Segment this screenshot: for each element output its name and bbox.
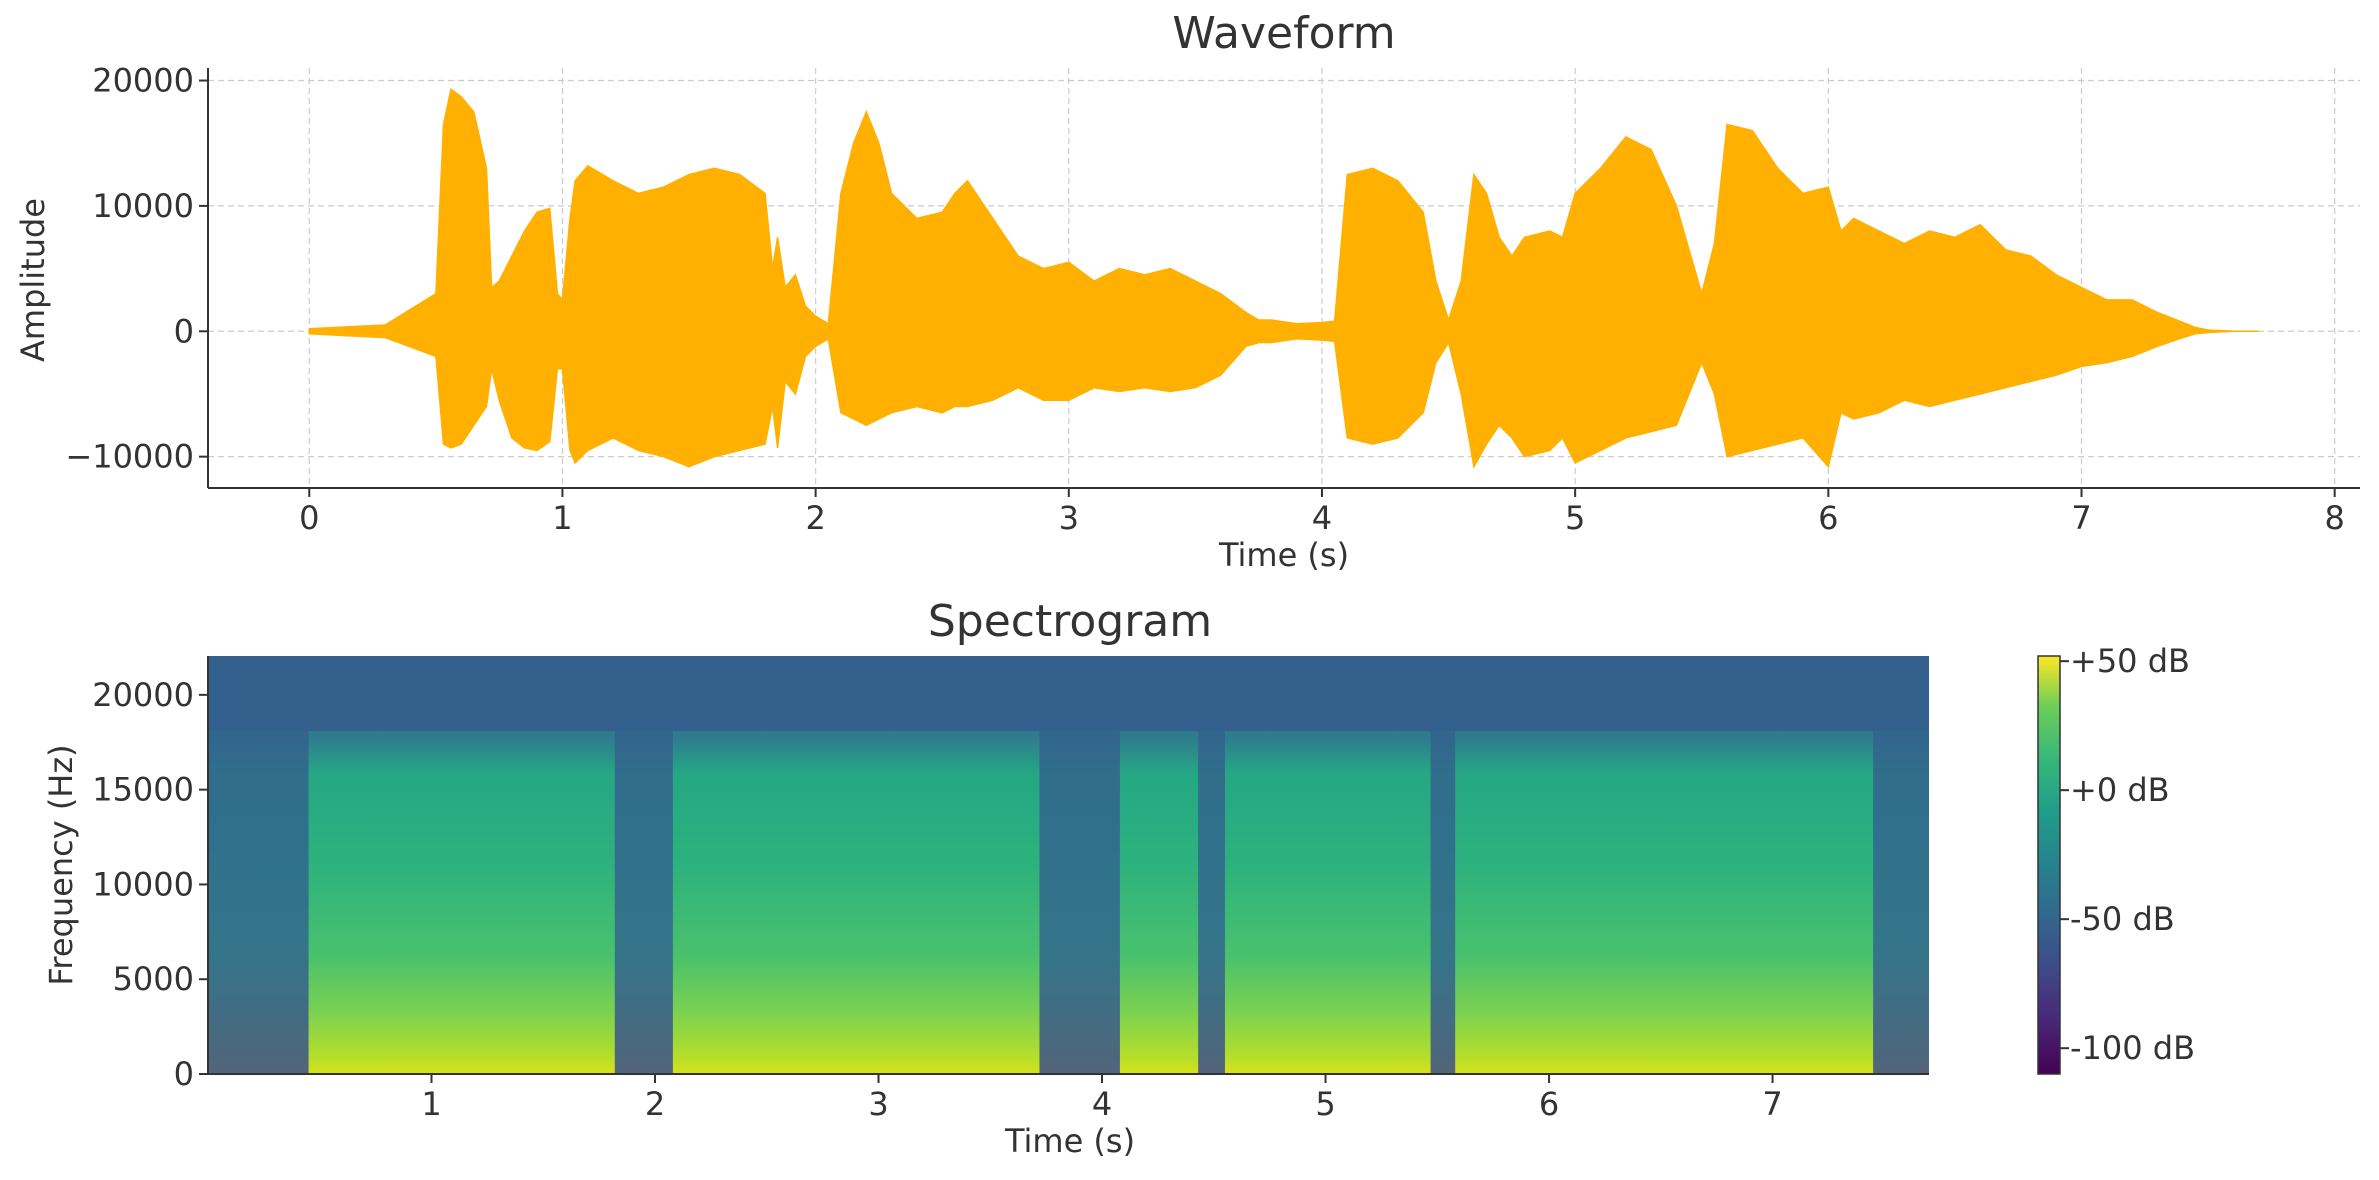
- waveform-y-axis-label: Amplitude: [14, 198, 52, 362]
- waveform-title: Waveform: [1172, 8, 1395, 59]
- waveform-x-tick-label: 2: [805, 499, 825, 537]
- spectrogram-x-tick-label: 1: [421, 1085, 441, 1123]
- spectrogram-title: Spectrogram: [928, 596, 1212, 647]
- spectrogram-y-tick-label: 0: [174, 1055, 194, 1093]
- waveform-y-ticks: −10000 0 10000 20000: [65, 62, 208, 476]
- spectrogram-x-tick-label: 4: [1092, 1085, 1112, 1123]
- waveform-x-tick-label: 7: [2071, 499, 2091, 537]
- spectrogram-y-tick-label: 15000: [92, 771, 194, 809]
- waveform-x-tick-label: 5: [1565, 499, 1585, 537]
- waveform-x-tick-label: 6: [1818, 499, 1838, 537]
- spectrogram-y-tick-label: 20000: [92, 676, 194, 714]
- waveform-x-axis-label: Time (s): [1218, 536, 1349, 574]
- waveform-y-tick-label: −10000: [65, 438, 194, 476]
- waveform-y-tick-label: 20000: [92, 62, 194, 100]
- spectrogram-y-tick-label: 10000: [92, 865, 194, 903]
- waveform-x-ticks: 0 1 2 3 4 5 6 7 8: [299, 488, 2345, 537]
- colorbar-tick-label: +50 dB: [2070, 642, 2190, 680]
- waveform-x-tick-label: 8: [2325, 499, 2345, 537]
- waveform-x-tick-label: 1: [552, 499, 572, 537]
- waveform-x-tick-label: 3: [1059, 499, 1079, 537]
- colorbar-tick-label: -100 dB: [2070, 1029, 2195, 1067]
- waveform-y-tick-label: 10000: [92, 187, 194, 225]
- spectrogram-y-ticks: 0 5000 10000 15000 20000: [92, 676, 208, 1093]
- waveform-x-tick-label: 4: [1312, 499, 1332, 537]
- spectrogram-x-ticks: 1 2 3 4 5 6 7: [421, 1074, 1783, 1123]
- colorbar-ticks: +50 dB +0 dB -50 dB -100 dB: [2060, 642, 2195, 1067]
- spectrogram-y-tick-label: 5000: [113, 960, 194, 998]
- colorbar: [2037, 655, 2061, 1075]
- spectrogram-top-band: [208, 656, 1929, 731]
- spectrogram-panel: Spectrogram 1 2 3 4 5 6 7 0 5000 10000 15000 20000…: [42, 596, 2195, 1160]
- spectrogram-x-axis-label: Time (s): [1004, 1122, 1135, 1160]
- waveform-x-tick-label: 0: [299, 499, 319, 537]
- waveform-panel: Waveform 0 1 2 3 4 5 6 7 8 −10000 0 10000 20000 Tim…: [14, 8, 2360, 574]
- spectrogram-x-tick-label: 7: [1762, 1085, 1782, 1123]
- spectrogram-x-tick-label: 2: [645, 1085, 665, 1123]
- colorbar-tick-label: +0 dB: [2070, 771, 2170, 809]
- spectrogram-x-tick-label: 6: [1539, 1085, 1559, 1123]
- spectrogram-x-tick-label: 5: [1315, 1085, 1335, 1123]
- spectrogram-x-tick-label: 3: [868, 1085, 888, 1123]
- waveform-y-tick-label: 0: [174, 312, 194, 350]
- colorbar-tick-label: -50 dB: [2070, 900, 2175, 938]
- waveform-area: [308, 88, 2259, 469]
- spectrogram-y-axis-label: Frequency (Hz): [42, 744, 80, 985]
